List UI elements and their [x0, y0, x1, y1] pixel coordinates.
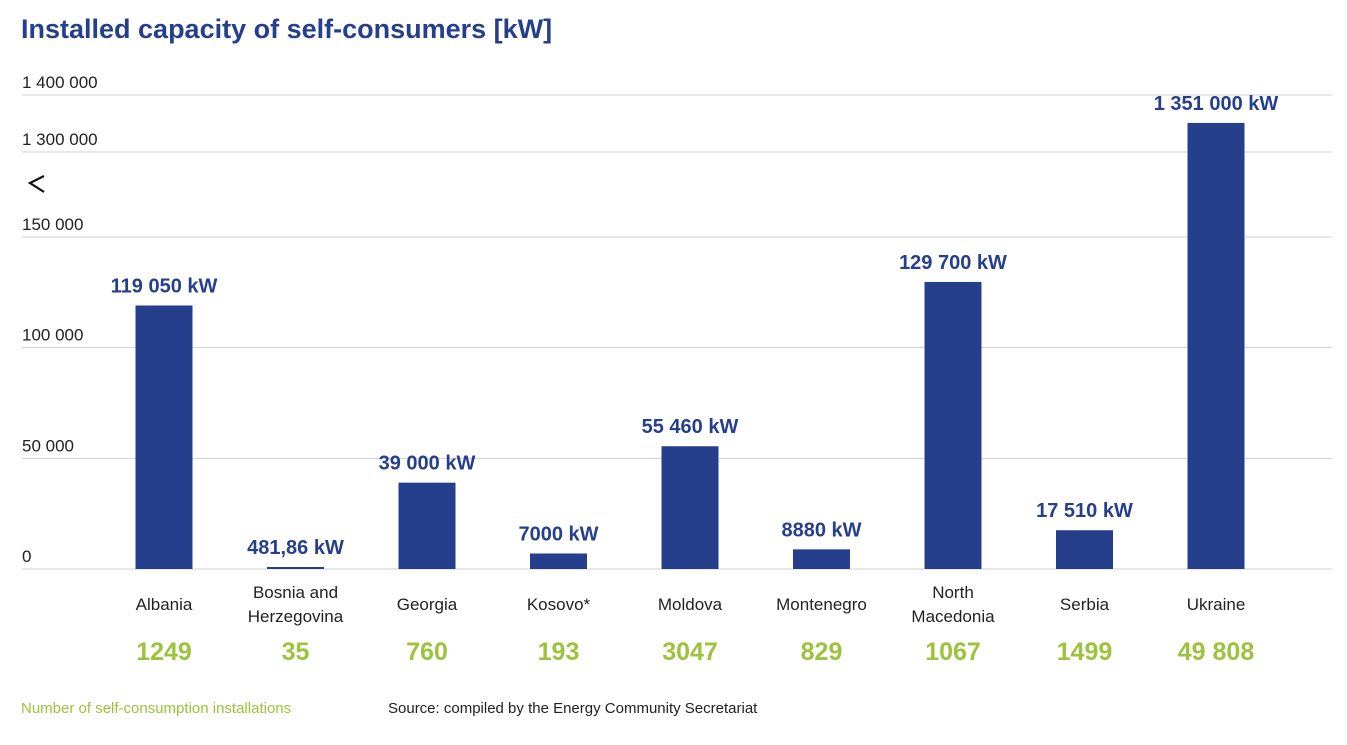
chart-title: Installed capacity of self-consumers [kW…	[21, 14, 553, 44]
installations-count: 193	[538, 638, 580, 666]
value-label: 129 700 kW	[899, 252, 1007, 274]
y-tick-label: 1 400 000	[22, 73, 98, 92]
bar	[793, 549, 850, 569]
installations-count: 3047	[662, 638, 718, 666]
bar	[1056, 530, 1113, 569]
category-label: Herzegovina	[248, 607, 344, 626]
y-tick-label: 0	[22, 547, 31, 566]
source-note: Source: compiled by the Energy Community…	[388, 700, 758, 717]
value-label: 39 000 kW	[379, 453, 476, 475]
category-label: Moldova	[658, 595, 723, 614]
value-label: 8880 kW	[781, 519, 861, 541]
category-label: North	[932, 583, 974, 602]
y-tick-label: 1 300 000	[22, 130, 98, 149]
bar	[398, 482, 456, 569]
category-label: Georgia	[397, 595, 458, 614]
category-label: Bosnia and	[253, 583, 338, 602]
installations-count: 829	[801, 638, 843, 666]
bar	[530, 553, 587, 569]
value-label: 119 050 kW	[111, 276, 218, 298]
installations-count: 760	[406, 638, 448, 666]
value-label: 7000 kW	[518, 524, 598, 546]
category-label: Ukraine	[1187, 595, 1246, 614]
bar	[924, 281, 982, 569]
installations-count: 35	[282, 638, 310, 666]
installations-count: 49 808	[1178, 638, 1255, 666]
category-label: Kosovo*	[527, 595, 591, 614]
bar	[1187, 122, 1245, 570]
bar	[267, 567, 324, 569]
bar	[135, 305, 193, 569]
y-tick-label: 50 000	[22, 436, 74, 455]
value-label: 55 460 kW	[642, 416, 739, 438]
value-label: 1 351 000 kW	[1154, 93, 1279, 115]
bar	[661, 446, 719, 569]
installations-legend: Number of self-consumption installations	[21, 700, 292, 717]
category-label: Macedonia	[911, 607, 995, 626]
category-label: Serbia	[1060, 595, 1110, 614]
installations-count: 1499	[1057, 638, 1113, 666]
y-tick-label: 150 000	[22, 215, 83, 234]
category-label: Montenegro	[776, 595, 867, 614]
installations-count: 1067	[925, 638, 981, 666]
category-label: Albania	[136, 595, 193, 614]
y-tick-label: 100 000	[22, 326, 83, 345]
axis-break-icon	[27, 175, 45, 193]
value-label: 481,86 kW	[247, 537, 344, 559]
installations-count: 1249	[136, 638, 192, 666]
value-label: 17 510 kW	[1036, 500, 1133, 522]
